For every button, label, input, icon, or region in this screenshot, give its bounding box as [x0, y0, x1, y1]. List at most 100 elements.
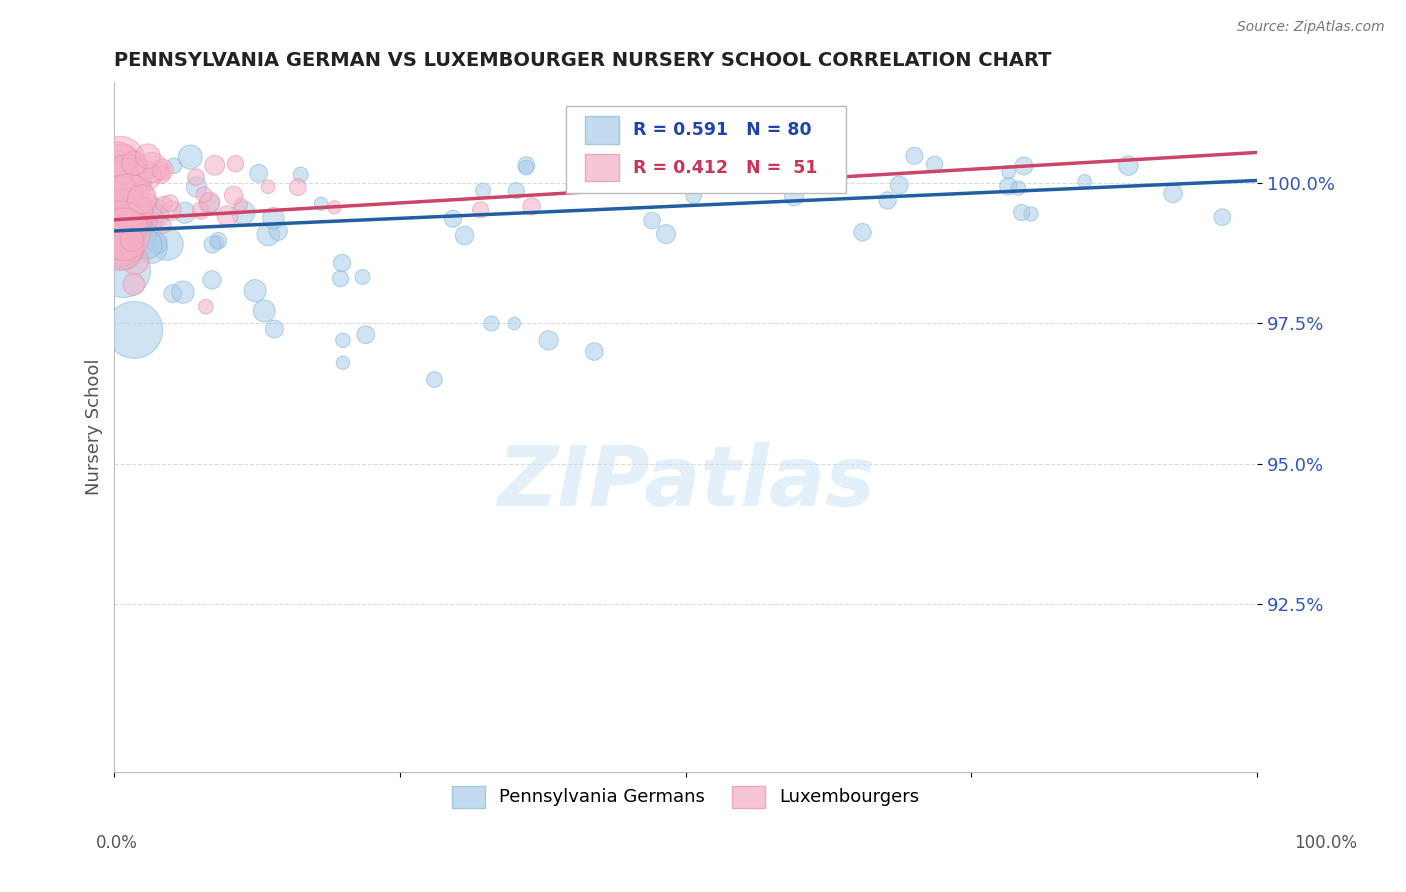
- Text: Source: ZipAtlas.com: Source: ZipAtlas.com: [1237, 20, 1385, 34]
- Point: [121, 233, 143, 247]
- Point: [243, 284, 266, 298]
- Point: [631, 151, 654, 165]
- FancyBboxPatch shape: [565, 106, 845, 193]
- Point: [193, 187, 215, 202]
- Point: [579, 174, 602, 188]
- Legend: Pennsylvania Germans, Luxembourgers: Pennsylvania Germans, Luxembourgers: [446, 779, 927, 814]
- Point: [112, 263, 135, 277]
- Point: [111, 232, 134, 246]
- Point: [110, 229, 132, 244]
- Point: [107, 170, 129, 185]
- FancyBboxPatch shape: [585, 153, 620, 181]
- Point: [152, 162, 174, 177]
- Point: [115, 169, 138, 183]
- Point: [120, 169, 142, 183]
- Point: [117, 208, 139, 222]
- Point: [1118, 159, 1140, 173]
- Point: [136, 210, 159, 224]
- Point: [135, 169, 157, 183]
- Point: [204, 158, 226, 172]
- Point: [136, 237, 159, 252]
- Point: [643, 155, 665, 169]
- Point: [118, 194, 141, 208]
- Point: [481, 317, 503, 331]
- Point: [136, 149, 159, 163]
- Point: [160, 203, 183, 218]
- Point: [198, 195, 221, 210]
- Point: [537, 333, 560, 347]
- Point: [173, 206, 195, 220]
- Point: [623, 168, 645, 182]
- Point: [163, 159, 186, 173]
- Point: [247, 166, 270, 180]
- Point: [290, 168, 312, 182]
- Point: [1211, 210, 1233, 224]
- Point: [141, 241, 163, 255]
- Point: [108, 154, 131, 169]
- Point: [1007, 181, 1029, 195]
- Point: [105, 224, 128, 238]
- Point: [179, 150, 201, 164]
- Point: [332, 356, 354, 370]
- Point: [1073, 174, 1095, 188]
- Point: [505, 184, 527, 198]
- Point: [110, 178, 132, 193]
- Point: [150, 162, 173, 177]
- Point: [201, 273, 224, 287]
- Point: [153, 197, 176, 211]
- Point: [595, 170, 617, 185]
- Point: [207, 234, 229, 248]
- Point: [152, 219, 174, 233]
- Point: [1011, 205, 1033, 219]
- Point: [423, 373, 446, 387]
- Text: 0.0%: 0.0%: [96, 834, 138, 852]
- Point: [453, 228, 475, 243]
- Point: [217, 209, 239, 223]
- Point: [655, 227, 678, 241]
- Point: [105, 161, 128, 175]
- Point: [112, 244, 135, 258]
- Point: [583, 344, 606, 359]
- Point: [117, 207, 139, 221]
- Point: [503, 317, 526, 331]
- Point: [222, 188, 245, 202]
- Point: [159, 196, 181, 211]
- Point: [229, 198, 252, 212]
- Point: [332, 333, 354, 347]
- Point: [354, 327, 377, 342]
- Point: [323, 200, 346, 214]
- Point: [287, 180, 309, 194]
- Point: [121, 243, 143, 257]
- Point: [257, 227, 280, 242]
- Text: ZIPatlas: ZIPatlas: [496, 442, 875, 523]
- Point: [134, 202, 156, 216]
- Point: [470, 202, 492, 217]
- Point: [598, 149, 620, 163]
- Point: [112, 180, 135, 194]
- Point: [596, 154, 619, 169]
- Point: [122, 277, 145, 292]
- Text: R = 0.591   N = 80: R = 0.591 N = 80: [633, 121, 811, 139]
- Point: [1161, 186, 1184, 201]
- Point: [329, 271, 352, 285]
- Point: [441, 211, 464, 226]
- Point: [232, 206, 254, 220]
- Point: [309, 197, 332, 211]
- Text: PENNSYLVANIA GERMAN VS LUXEMBOURGER NURSERY SCHOOL CORRELATION CHART: PENNSYLVANIA GERMAN VS LUXEMBOURGER NURS…: [114, 51, 1052, 70]
- FancyBboxPatch shape: [585, 117, 620, 144]
- Point: [124, 254, 146, 268]
- Point: [515, 158, 537, 172]
- Point: [145, 235, 167, 250]
- Point: [131, 192, 153, 206]
- Point: [115, 172, 138, 186]
- Point: [515, 161, 537, 175]
- Point: [851, 225, 873, 239]
- Point: [201, 237, 224, 252]
- Point: [184, 170, 207, 185]
- Point: [703, 163, 725, 178]
- Point: [111, 219, 134, 233]
- Point: [121, 214, 143, 228]
- Point: [352, 270, 374, 285]
- Point: [253, 304, 276, 318]
- Point: [108, 191, 131, 205]
